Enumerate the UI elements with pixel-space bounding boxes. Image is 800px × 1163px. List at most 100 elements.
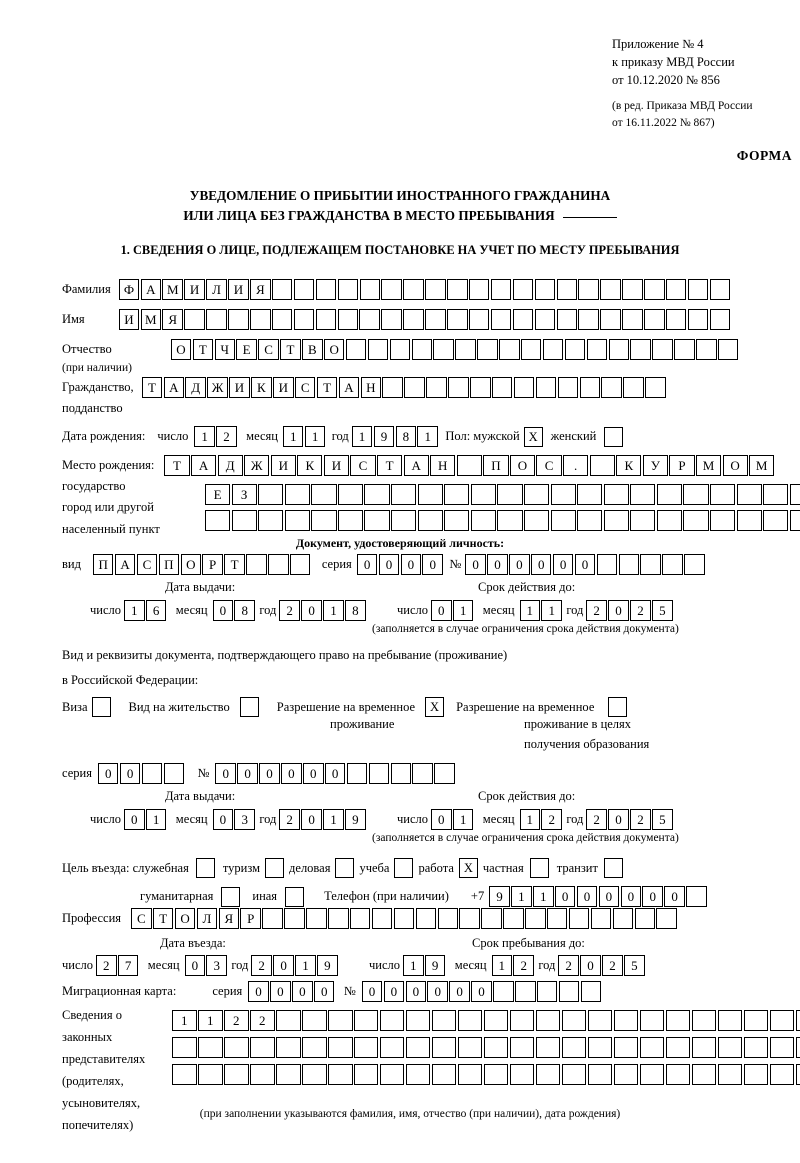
legal-rep-row3-cells-cell[interactable] [717,1064,743,1085]
permit-series-cells-cell[interactable] [163,763,185,784]
patronymic-cells-cell[interactable] [717,339,739,360]
permit-valid-day-cells-cell[interactable]: 1 [452,809,474,830]
permit-series-cells-cell[interactable]: 0 [119,763,141,784]
phone-cells-cell[interactable]: 0 [576,886,598,907]
birth-day-cells-cell[interactable]: 1 [194,426,215,447]
legal-rep-row1-cells-cell[interactable] [457,1010,483,1031]
birthplace-state-cells-cell[interactable]: У [642,455,668,476]
name-cells-cell[interactable] [687,309,709,330]
purpose-official-checkbox[interactable] [195,858,215,878]
patronymic-cells-cell[interactable] [696,339,717,360]
citizenship-cells-cell[interactable] [645,377,666,398]
phone-cells-cell[interactable]: 0 [620,886,642,907]
legal-rep-row2-cells-cell[interactable] [717,1037,743,1058]
birthplace-city-row1-cells-cell[interactable] [550,484,576,505]
profession-cells-cell[interactable] [634,908,656,929]
legal-rep-row2-cells-cell[interactable] [275,1037,301,1058]
citizenship-cells-cell[interactable] [382,377,403,398]
birthplace-city-row1-cells-cell[interactable] [603,484,629,505]
birthplace-city-row1-cells-cell[interactable] [789,484,800,505]
patronymic-cells-cell[interactable] [477,339,498,360]
legal-rep-row1-cells-cell[interactable] [431,1010,457,1031]
citizenship-cells-cell[interactable] [426,377,447,398]
birthplace-city-row2-cells-cell[interactable] [470,510,496,531]
phone-cells-cell[interactable]: 0 [554,886,576,907]
permit-valid-month-cells-cell[interactable]: 1 [519,809,541,830]
birthplace-city-row1-cells-cell[interactable] [391,484,417,505]
patronymic-cells-cell[interactable]: С [258,339,279,360]
birth-year-cells-cell[interactable]: 8 [395,426,417,447]
birthplace-city-row2-cells-cell[interactable] [364,510,390,531]
surname-cells-cell[interactable] [293,279,315,300]
doc-number-cells-cell[interactable] [662,554,683,575]
birthplace-city-row2-cells-cell[interactable] [231,510,257,531]
birthplace-city-row2-cells-cell[interactable] [709,510,736,531]
legal-rep-row2-cells-cell[interactable] [353,1037,379,1058]
legal-rep-row1-cells-cell[interactable] [379,1010,405,1031]
name-cells-cell[interactable] [228,309,249,330]
legal-rep-row2-cells-cell[interactable] [795,1037,800,1058]
legal-rep-row2-cells-cell[interactable] [509,1037,535,1058]
legal-rep-row3-cells-cell[interactable] [327,1064,353,1085]
doc-number-cells-cell[interactable]: 0 [509,554,530,575]
name-cells-cell[interactable] [381,309,402,330]
legal-rep-row3-cells-cell[interactable] [249,1064,275,1085]
citizenship-cells-cell[interactable]: А [163,377,185,398]
profession-cells-cell[interactable] [437,908,458,929]
profession-cells-cell[interactable] [328,908,349,929]
citizenship-cells-cell[interactable]: Т [316,377,338,398]
citizenship-cells-cell[interactable] [579,377,600,398]
profession-cells-cell[interactable] [525,908,546,929]
permit-issue-year-cells-cell[interactable]: 1 [323,809,344,830]
stay-day-cells-cell[interactable]: 9 [424,955,446,976]
purpose-other-checkbox[interactable] [285,886,305,907]
birthplace-city-row2-cells-cell[interactable] [523,510,550,531]
legal-rep-row3-cells-cell[interactable] [197,1064,223,1085]
name-cells-cell[interactable] [600,309,621,330]
legal-rep-row2-cells-cell[interactable] [483,1037,509,1058]
name-cells-cell[interactable]: М [140,309,162,330]
surname-cells-cell[interactable] [359,279,380,300]
purpose-work-checkbox[interactable]: X [458,858,478,878]
legal-rep-row3-cells-cell[interactable] [483,1064,509,1085]
surname-cells-cell[interactable]: А [140,279,162,300]
citizenship-cells-cell[interactable] [470,377,491,398]
mig-series-cells-cell[interactable]: 0 [248,981,269,1002]
profession-cells-cell[interactable] [284,908,305,929]
birthplace-state-cells-cell[interactable]: С [350,455,376,476]
birthplace-state-cells-cell[interactable]: М [749,455,775,476]
profession-cells-cell[interactable] [546,908,568,929]
surname-cells-cell[interactable]: Л [206,279,227,300]
mig-number-cells-cell[interactable] [536,981,558,1002]
legal-rep-row3-cells-cell[interactable] [665,1064,691,1085]
citizenship-cells-cell[interactable] [448,377,469,398]
doc-kind-cells-cell[interactable]: А [114,554,136,575]
patronymic-cells-cell[interactable]: Ч [214,339,235,360]
birthplace-state-cells-cell[interactable]: О [722,455,748,476]
doc-kind-cells-cell[interactable]: Т [224,554,245,575]
patronymic-cells-cell[interactable] [520,339,542,360]
entry-day-cells-cell[interactable]: 7 [117,955,139,976]
name-cells-cell[interactable] [447,309,468,330]
permit-issue-month-cells-cell[interactable]: 3 [234,809,255,830]
birthplace-city-row2-cells-cell[interactable] [444,510,470,531]
birthplace-city-row2-cells-cell[interactable] [337,510,364,531]
surname-cells-cell[interactable] [271,279,293,300]
patronymic-cells-cell[interactable] [411,339,433,360]
surname-cells-cell[interactable] [468,279,490,300]
purpose-business-checkbox[interactable] [335,858,355,878]
stay-year-cells-cell[interactable]: 5 [624,955,645,976]
citizenship-cells-cell[interactable] [513,377,535,398]
profession-cells-cell[interactable] [590,908,612,929]
sex-female-checkbox[interactable] [604,426,624,447]
legal-rep-row2-cells-cell[interactable] [691,1037,717,1058]
patronymic-cells-cell[interactable] [345,339,367,360]
permit-number-cells-cell[interactable] [390,763,412,784]
birthplace-city-row2-cells-cell[interactable] [284,510,310,531]
